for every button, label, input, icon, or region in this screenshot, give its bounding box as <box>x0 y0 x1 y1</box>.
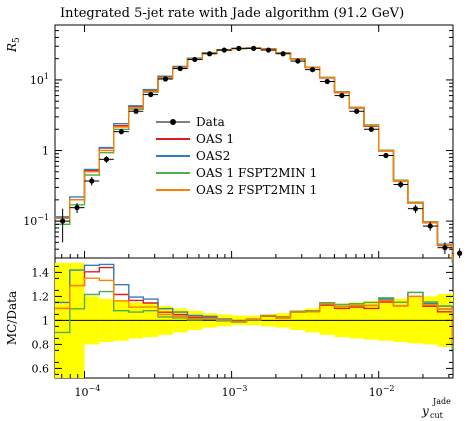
y-axis-label-main: R <box>5 43 19 53</box>
ratio-tick-label-3: 1.2 <box>32 290 50 303</box>
data-point-26 <box>442 245 448 251</box>
legend-entry-oas1-fspt: OAS 1 FSPT2MIN 1 <box>156 166 317 180</box>
legend-label-oas1: OAS 1 <box>196 132 234 146</box>
y-tick-label-exp-2: 1 <box>44 72 49 81</box>
x-axis-label-sup: Jade <box>432 397 451 406</box>
data-point-7 <box>162 76 169 82</box>
x-tick-label-exp-2: −2 <box>383 384 395 393</box>
data-point-16 <box>295 58 301 64</box>
data-point-11 <box>221 47 227 53</box>
ratio-line-3 <box>55 277 453 342</box>
ratio-tick-label-0: 0.6 <box>32 362 50 375</box>
data-point-2 <box>89 178 95 184</box>
chart-title: Integrated 5-jet rate with Jade algorith… <box>60 6 404 21</box>
legend-label-oas2-fspt: OAS 2 FSPT2MIN 1 <box>196 183 317 197</box>
x-axis-label-sub: cut <box>430 411 444 420</box>
data-point-13 <box>250 45 257 51</box>
data-point-18 <box>324 78 330 85</box>
x-tick-label-exp-1: −3 <box>236 384 248 393</box>
series-line-3 <box>55 47 453 260</box>
ratio-lines-layer <box>55 263 453 352</box>
y-tick-label-base-2: 10 <box>30 74 44 87</box>
data-point-15 <box>280 51 286 57</box>
data-point-12 <box>236 45 242 51</box>
x-axis-label: Jade y cut <box>421 397 451 420</box>
data-point-27 <box>457 250 463 256</box>
y-tick-label-0: 10−1 <box>23 213 49 228</box>
x-tick-label-2: 10−2 <box>369 384 395 399</box>
data-point-22 <box>383 152 389 159</box>
data-point-25 <box>427 223 433 229</box>
data-point-5 <box>133 108 139 114</box>
data-point-8 <box>177 65 183 72</box>
y-tick-label-1: 1 <box>42 145 49 158</box>
x-axis-label-main: y <box>421 404 429 418</box>
data-point-23 <box>398 181 404 188</box>
data-point-3 <box>103 156 110 162</box>
y-axis-label: R5 <box>5 37 22 53</box>
legend-label-oas2: OAS2 <box>196 149 230 163</box>
data-point-14 <box>265 47 272 53</box>
ratio-tick-label-4: 1.4 <box>32 266 50 279</box>
data-point-21 <box>368 126 374 132</box>
legend-entry-data: Data <box>156 115 225 129</box>
data-point-9 <box>192 56 198 63</box>
x-tick-label-0: 10−4 <box>75 384 101 399</box>
y-tick-label-2: 101 <box>30 72 49 87</box>
legend-data-marker-dot <box>170 119 176 125</box>
y-axis-label-sub: 5 <box>12 37 22 43</box>
legend-label-data: Data <box>196 115 225 129</box>
data-point-17 <box>309 67 316 73</box>
ratio-tick-label-2: 1 <box>42 314 49 327</box>
data-point-20 <box>354 108 360 114</box>
data-point-4 <box>118 129 124 135</box>
data-point-6 <box>148 91 154 98</box>
data-point-24 <box>412 206 419 212</box>
legend-entry-oas2: OAS2 <box>156 149 230 163</box>
legend-entry-oas1: OAS 1 <box>156 132 234 146</box>
main-plot-frame <box>54 24 454 259</box>
data-point-19 <box>339 92 345 99</box>
ratio-band-layer <box>55 262 453 378</box>
data-point-0 <box>60 218 66 224</box>
y-tick-label-exp-0: −1 <box>37 213 49 222</box>
legend-entry-oas2-fspt: OAS 2 FSPT2MIN 1 <box>156 183 317 197</box>
data-point-10 <box>206 51 213 57</box>
x-tick-label-exp-0: −4 <box>89 384 101 393</box>
ratio-axis-label: MC/Data <box>5 291 19 345</box>
legend: Data OAS 1 OAS2 OAS 1 FSPT2MIN 1 OAS 2 F… <box>156 115 317 197</box>
ratio-tick-label-1: 0.8 <box>32 338 50 351</box>
x-tick-label-1: 10−3 <box>222 384 248 399</box>
data-points-layer <box>55 45 463 258</box>
legend-label-oas1-fspt: OAS 1 FSPT2MIN 1 <box>196 166 317 180</box>
y-tick-label-base-0: 10 <box>23 215 37 228</box>
data-point-1 <box>74 205 80 211</box>
